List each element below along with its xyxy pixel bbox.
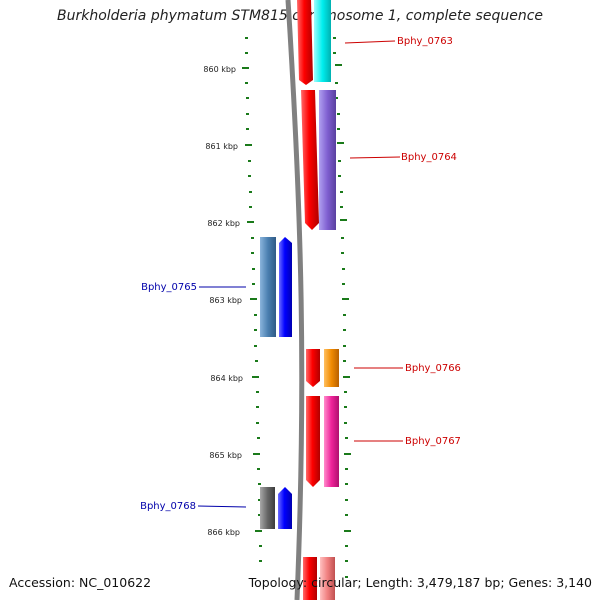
- scale-label: 866 kbp: [207, 528, 240, 537]
- scale-label: 863 kbp: [209, 296, 242, 305]
- leader-line: [349, 156, 401, 159]
- scale-label: 860 kbp: [203, 65, 236, 74]
- feature-gray[interactable]: [260, 487, 275, 529]
- scale-label: 862 kbp: [207, 219, 240, 228]
- gene-label-bphy-0768[interactable]: Bphy_0768: [140, 501, 196, 512]
- feature-partial-red[interactable]: [303, 557, 317, 600]
- scale-label: 864 kbp: [210, 374, 243, 383]
- feature-partial-pink[interactable]: [320, 557, 335, 600]
- scale-label: 861 kbp: [205, 142, 238, 151]
- scale-label: 865 kbp: [209, 451, 242, 460]
- feature-cyan[interactable]: [314, 0, 331, 82]
- feature-magenta[interactable]: [324, 396, 339, 487]
- right-tick-column: [333, 37, 351, 578]
- feature-orange[interactable]: [324, 349, 339, 387]
- chromosome-backbone: [285, 0, 305, 600]
- left-tick-column: [242, 37, 262, 562]
- leader-line: [197, 505, 247, 508]
- gene-bphy-0767[interactable]: [306, 396, 320, 487]
- gene-label-bphy-0764[interactable]: Bphy_0764: [401, 152, 457, 163]
- feature-purple[interactable]: [319, 90, 336, 230]
- feature-steelblue[interactable]: [260, 237, 276, 337]
- gene-label-bphy-0765[interactable]: Bphy_0765: [141, 282, 197, 293]
- summary-text: Topology: circular; Length: 3,479,187 bp…: [248, 575, 592, 590]
- gene-label-bphy-0766[interactable]: Bphy_0766: [405, 363, 461, 374]
- gene-bphy-0768[interactable]: [278, 487, 292, 529]
- gene-bphy-0765[interactable]: [279, 237, 292, 337]
- gene-label-bphy-0767[interactable]: Bphy_0767: [405, 436, 461, 447]
- accession-text: Accession: NC_010622: [9, 575, 152, 590]
- leader-line: [344, 40, 396, 44]
- gene-label-bphy-0763[interactable]: Bphy_0763: [397, 36, 453, 47]
- gene-bphy-0766[interactable]: [306, 349, 320, 387]
- gene-bphy-0763[interactable]: [297, 0, 313, 85]
- gene-bphy-0764[interactable]: [301, 90, 319, 230]
